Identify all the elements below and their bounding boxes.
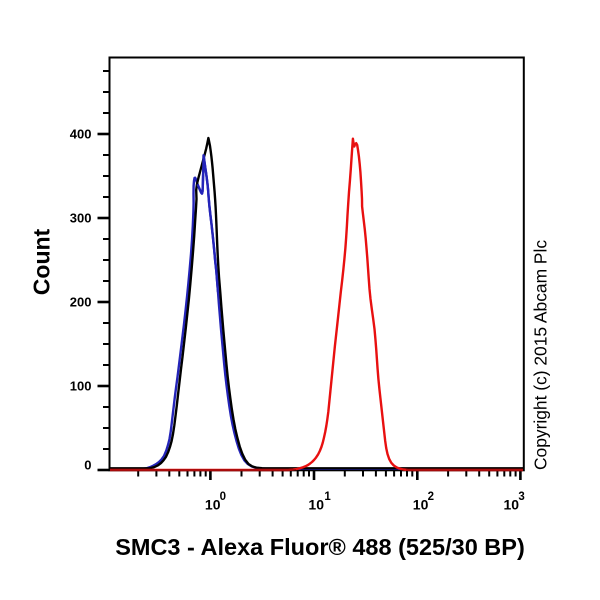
- svg-text:10: 10: [205, 497, 221, 513]
- svg-text:300: 300: [70, 211, 92, 226]
- svg-text:10: 10: [413, 497, 429, 513]
- svg-text:100: 100: [70, 379, 92, 394]
- svg-text:3: 3: [518, 491, 524, 503]
- svg-text:10: 10: [504, 497, 520, 513]
- svg-text:10: 10: [308, 497, 324, 513]
- svg-text:0: 0: [84, 458, 91, 473]
- svg-text:2: 2: [428, 491, 434, 503]
- svg-text:Copyright (c) 2015 Abcam Plc: Copyright (c) 2015 Abcam Plc: [531, 240, 551, 470]
- svg-text:SMC3 - Alexa Fluor® 488 (525/3: SMC3 - Alexa Fluor® 488 (525/30 BP): [115, 534, 525, 560]
- svg-text:1: 1: [324, 491, 331, 503]
- svg-text:0: 0: [220, 491, 226, 503]
- svg-text:Count: Count: [29, 228, 55, 295]
- svg-text:400: 400: [70, 127, 92, 142]
- svg-text:200: 200: [70, 295, 92, 310]
